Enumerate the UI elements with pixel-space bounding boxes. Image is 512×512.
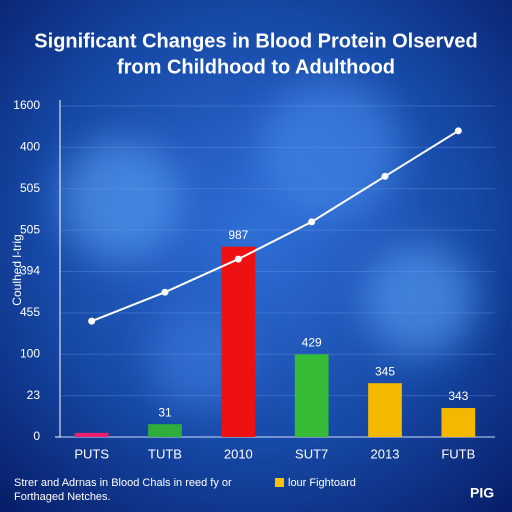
chart-title: Significant Changes in Blood Protein Ols… — [34, 30, 477, 52]
annotation: 31 — [158, 405, 172, 419]
trend-point — [381, 172, 389, 180]
annotation: 345 — [375, 364, 395, 378]
footer: Forthaged Netches. — [14, 491, 111, 503]
y-tick-label: 0 — [33, 429, 40, 443]
y-tick-label: 100 — [20, 346, 40, 360]
logo: PIG — [470, 485, 494, 501]
x-tick-label: FUTB — [441, 446, 475, 461]
bar — [441, 408, 476, 437]
y-axis-label: Coulhed l-trig — [10, 234, 24, 305]
bar — [221, 246, 256, 437]
x-tick-label: 2013 — [371, 446, 400, 461]
legend-swatch — [275, 478, 284, 487]
x-tick-label: TUTB — [148, 446, 182, 461]
trend-point — [308, 218, 316, 226]
trend-line — [91, 129, 459, 323]
trend-point — [161, 288, 169, 296]
annotation: 987 — [228, 228, 248, 242]
x-tick-label: 2010 — [224, 446, 253, 461]
bar — [294, 354, 329, 437]
x-tick-label: PUTS — [74, 446, 109, 461]
y-tick-label: 505 — [20, 222, 40, 236]
x-tick-label: SUT7 — [295, 446, 328, 461]
y-tick-label: 394 — [20, 264, 40, 278]
bar — [368, 383, 402, 437]
y-tick-label: 400 — [20, 140, 40, 154]
y-tick-label: 1600 — [13, 98, 40, 112]
bar — [148, 424, 182, 437]
trend-point — [454, 127, 462, 135]
y-tick-label: 455 — [20, 305, 40, 319]
y-tick-label: 505 — [20, 181, 40, 195]
trend-point — [234, 255, 242, 263]
y-tick-label: 23 — [27, 388, 41, 402]
bar — [74, 432, 109, 437]
trend-point — [88, 317, 96, 325]
footer: Strer and Adrnas in Blood Chals in reed … — [14, 477, 232, 489]
chart-title: from Childhood to Adulthood — [117, 56, 395, 78]
annotation: 429 — [302, 335, 322, 349]
footer: lour Fightoard — [288, 477, 356, 489]
annotation: 343 — [448, 389, 468, 403]
